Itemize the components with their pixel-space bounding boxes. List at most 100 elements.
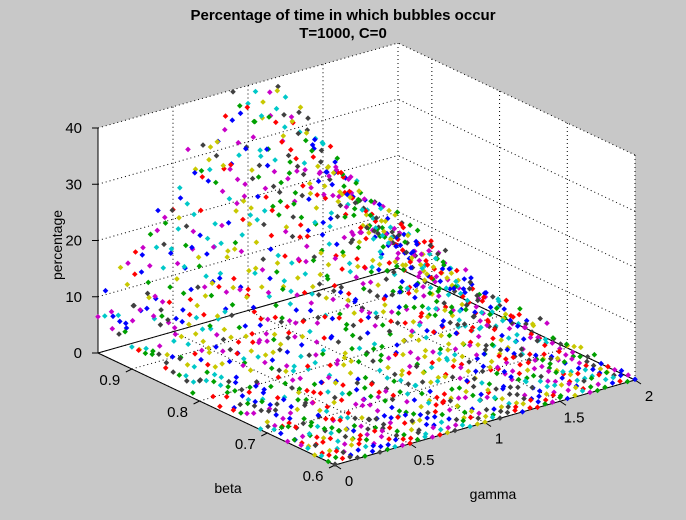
data-point	[404, 285, 411, 292]
data-point	[242, 181, 248, 187]
data-point	[315, 412, 322, 419]
data-point	[488, 358, 495, 365]
data-point	[449, 312, 456, 319]
data-point	[273, 119, 279, 126]
data-point	[150, 313, 157, 319]
data-point	[395, 250, 401, 257]
data-point	[355, 263, 361, 270]
data-point	[348, 358, 354, 364]
data-point	[164, 351, 170, 358]
data-point	[499, 396, 505, 402]
data-point	[300, 183, 306, 189]
data-point	[336, 189, 343, 195]
data-point	[225, 384, 231, 390]
data-point	[140, 244, 146, 251]
data-point	[461, 409, 468, 416]
data-point	[542, 401, 548, 407]
data-point	[368, 198, 374, 204]
data-point	[364, 224, 370, 231]
data-point	[485, 387, 491, 393]
data-point	[303, 137, 309, 144]
data-point	[269, 207, 275, 214]
data-point	[421, 277, 428, 283]
data-point	[219, 222, 225, 229]
data-point	[186, 311, 193, 318]
data-point	[535, 334, 541, 341]
data-point	[132, 249, 139, 255]
data-point	[367, 288, 373, 294]
data-point	[283, 363, 290, 369]
data-point	[359, 402, 366, 409]
data-point	[342, 214, 348, 220]
data-point	[383, 276, 390, 282]
data-point	[213, 344, 219, 350]
data-point	[304, 387, 310, 394]
data-point	[357, 229, 363, 236]
data-point	[199, 326, 206, 332]
data-point	[458, 361, 465, 368]
data-point	[410, 411, 417, 417]
data-point	[407, 259, 414, 265]
data-point	[306, 180, 313, 187]
data-point	[267, 275, 273, 282]
data-point	[279, 315, 285, 321]
data-point	[472, 309, 478, 315]
data-point	[242, 323, 249, 329]
data-point	[287, 410, 294, 416]
data-point	[295, 130, 302, 137]
data-point	[435, 374, 442, 381]
data-point	[424, 262, 431, 268]
data-point	[429, 434, 436, 440]
data-point	[349, 436, 355, 443]
data-point	[392, 212, 398, 218]
data-point	[248, 348, 255, 354]
data-point	[392, 258, 399, 265]
data-point	[380, 244, 386, 250]
data-point	[351, 423, 358, 429]
data-point	[376, 261, 383, 268]
data-point	[196, 263, 203, 269]
data-point	[342, 350, 348, 356]
z-tick-label: 10	[65, 289, 82, 306]
data-point	[450, 363, 457, 370]
data-point	[323, 295, 330, 301]
data-point	[496, 353, 502, 359]
y-tick-mark	[193, 400, 200, 405]
data-point	[381, 296, 387, 302]
data-point	[527, 397, 534, 403]
data-point	[240, 362, 246, 369]
data-point	[371, 228, 378, 234]
data-point	[266, 293, 273, 300]
data-point	[506, 325, 513, 332]
data-point	[432, 312, 438, 319]
data-point	[477, 318, 483, 324]
data-point	[574, 377, 580, 384]
data-point	[195, 254, 202, 261]
data-point	[345, 176, 352, 183]
data-point	[567, 371, 574, 378]
data-point	[442, 307, 448, 313]
data-point	[545, 378, 551, 384]
data-point	[330, 192, 336, 199]
data-point	[462, 267, 469, 273]
data-point	[390, 288, 396, 295]
data-point	[391, 271, 398, 278]
data-point	[344, 303, 351, 309]
data-point	[180, 290, 187, 297]
data-point	[401, 432, 407, 438]
data-point	[177, 355, 183, 362]
data-point	[536, 393, 542, 400]
data-point	[393, 432, 400, 439]
data-point	[476, 410, 482, 417]
data-point	[445, 292, 452, 298]
data-point	[539, 363, 545, 370]
data-point	[370, 215, 377, 222]
data-point	[319, 139, 326, 146]
data-point	[379, 322, 386, 328]
data-point	[170, 369, 176, 375]
data-point	[482, 419, 488, 425]
data-point	[416, 257, 423, 264]
data-point	[469, 286, 476, 292]
data-point	[204, 369, 210, 375]
data-point	[484, 317, 491, 324]
